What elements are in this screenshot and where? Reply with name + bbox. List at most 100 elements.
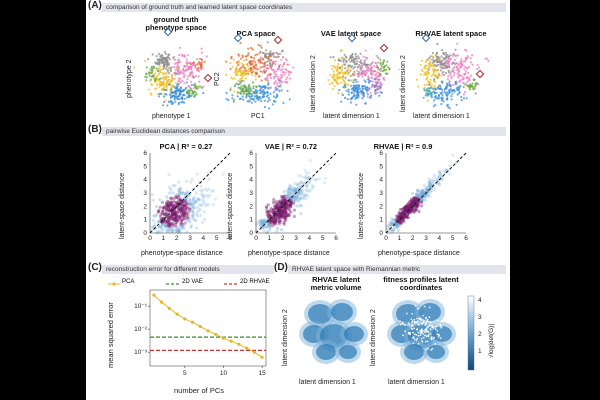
density-point bbox=[181, 217, 185, 221]
scatter-point bbox=[252, 87, 255, 90]
scatter-point bbox=[333, 64, 336, 68]
scatter-point bbox=[193, 84, 196, 87]
scatter-point bbox=[367, 69, 370, 72]
density-point bbox=[386, 224, 390, 228]
density-point bbox=[153, 214, 158, 218]
density-point bbox=[285, 205, 290, 209]
y-tick-label: 10⁻² bbox=[134, 326, 148, 333]
scatter-point bbox=[229, 61, 232, 65]
density-point bbox=[169, 188, 173, 192]
density-point bbox=[201, 202, 205, 206]
scatter-point bbox=[457, 88, 460, 91]
density-point bbox=[184, 208, 188, 212]
y-tick-label: 1 bbox=[249, 217, 253, 224]
density-point bbox=[279, 214, 283, 218]
panel-d1-ylabel: latent dimension 2 bbox=[282, 309, 289, 366]
scatter-point bbox=[464, 83, 467, 86]
scatter-point bbox=[195, 75, 198, 78]
scatter-point bbox=[200, 51, 203, 54]
x-tick-label: 6 bbox=[334, 235, 338, 242]
scatter-point bbox=[415, 78, 418, 81]
scatter-point bbox=[442, 100, 445, 103]
scatter-point bbox=[268, 98, 271, 101]
scatter-point bbox=[185, 58, 188, 61]
scatter-point bbox=[264, 49, 268, 52]
scatter-point bbox=[383, 69, 386, 72]
density-point bbox=[398, 219, 402, 223]
scatter-point bbox=[447, 89, 451, 92]
scatter-point bbox=[147, 71, 150, 74]
density-point bbox=[275, 216, 279, 220]
scatter-point bbox=[466, 80, 469, 84]
scatter-point bbox=[266, 91, 270, 94]
density-point bbox=[283, 204, 287, 208]
density-point bbox=[436, 178, 440, 182]
y-tick-label: 0 bbox=[143, 230, 147, 237]
latent-point bbox=[421, 321, 424, 324]
density-point bbox=[194, 199, 198, 203]
density-point bbox=[167, 172, 171, 176]
scatter-point bbox=[443, 65, 446, 69]
scatter-point bbox=[181, 100, 184, 103]
density-point bbox=[394, 218, 398, 222]
density-point bbox=[167, 218, 171, 222]
scatter-point bbox=[166, 56, 169, 59]
scatter-point bbox=[388, 68, 391, 71]
x-tick-label: 0 bbox=[148, 235, 152, 242]
density-point bbox=[292, 194, 297, 198]
scatter-point bbox=[263, 92, 266, 95]
scatter-point bbox=[459, 62, 463, 65]
scatter-point bbox=[177, 71, 181, 74]
density-point bbox=[401, 219, 405, 223]
scatter-point bbox=[231, 94, 234, 97]
scatter-point bbox=[444, 72, 448, 75]
scatter-point bbox=[342, 86, 345, 89]
scatter-point bbox=[371, 70, 374, 73]
scatter-point bbox=[276, 82, 279, 85]
scatter-point bbox=[225, 97, 228, 101]
scatter-point bbox=[240, 85, 243, 88]
density-point bbox=[181, 207, 185, 211]
scatter-point bbox=[474, 92, 477, 95]
density-point bbox=[157, 225, 161, 229]
scatter-point bbox=[452, 52, 455, 55]
marker-diamond bbox=[347, 33, 357, 43]
scatter-point bbox=[155, 83, 159, 86]
scatter-point bbox=[455, 68, 458, 71]
scatter-point bbox=[451, 68, 454, 71]
scatter-point bbox=[277, 55, 280, 58]
scatter-point bbox=[265, 70, 268, 73]
density-point bbox=[420, 195, 424, 200]
density-point bbox=[404, 215, 408, 219]
density-point bbox=[163, 220, 167, 224]
x-tick-label: 1 bbox=[398, 235, 402, 242]
density-point bbox=[191, 197, 195, 201]
density-point bbox=[299, 211, 303, 216]
density-point bbox=[179, 201, 183, 205]
scatter-point bbox=[144, 75, 147, 78]
density-point bbox=[310, 184, 314, 188]
scatter-point bbox=[246, 63, 249, 66]
scatter-point bbox=[387, 66, 390, 69]
density-point bbox=[272, 216, 276, 220]
scatter-point bbox=[476, 68, 479, 71]
density-point bbox=[284, 217, 288, 221]
scatter-point bbox=[246, 72, 249, 76]
density-point bbox=[421, 189, 425, 193]
scatter-point bbox=[202, 92, 205, 95]
density-point bbox=[299, 185, 303, 189]
scatter-point bbox=[431, 61, 434, 64]
density-point bbox=[397, 215, 401, 219]
scatter-point bbox=[173, 77, 176, 80]
density-point bbox=[198, 203, 202, 207]
density-point bbox=[438, 173, 442, 177]
density-point bbox=[420, 189, 424, 193]
density-point bbox=[286, 194, 291, 198]
figure: (A) comparison of ground truth and learn… bbox=[86, 0, 510, 400]
scatter-point bbox=[353, 94, 356, 97]
latent-point bbox=[416, 337, 419, 340]
density-point bbox=[171, 224, 176, 228]
density-point bbox=[167, 220, 171, 224]
density-point bbox=[429, 190, 433, 195]
scatter-point bbox=[230, 76, 233, 79]
